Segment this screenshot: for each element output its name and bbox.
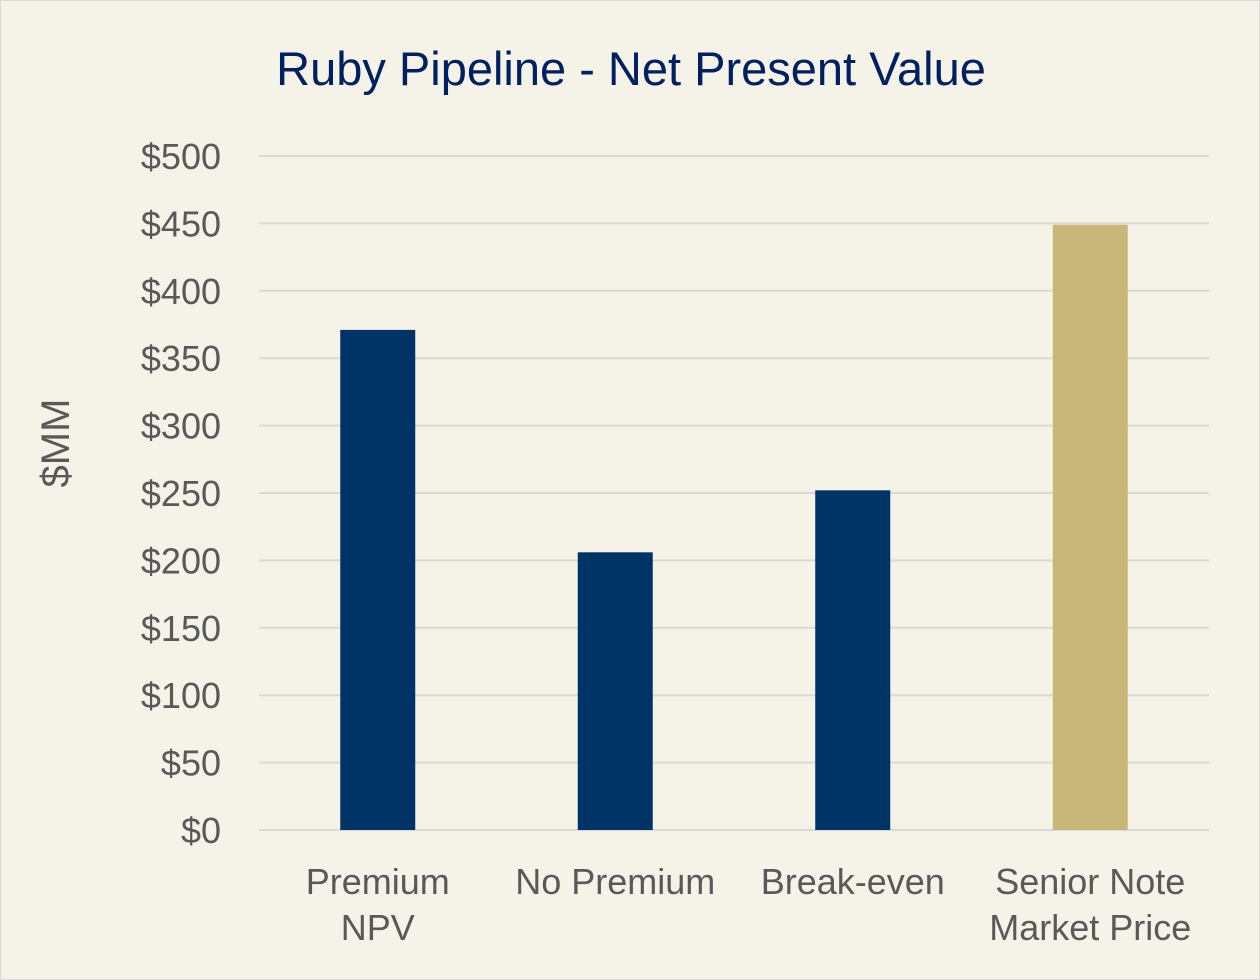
bar [577, 552, 653, 830]
y-tick-label: $400 [141, 271, 221, 312]
bar [340, 329, 416, 830]
x-category-label-line: NPV [341, 907, 415, 948]
y-tick-label: $150 [141, 608, 221, 649]
x-category-label: No Premium [515, 861, 715, 902]
y-tick-label: $450 [141, 203, 221, 244]
y-tick-label: $50 [161, 743, 221, 784]
y-axis-ticks: $0 $50 $100 $150 $200 $250 $300 $350 $400 $450 $50… [141, 136, 221, 851]
y-tick-label: $300 [141, 406, 221, 447]
y-tick-label: $250 [141, 473, 221, 514]
bars [340, 224, 1128, 831]
x-category-label-line: Premium [306, 861, 450, 902]
x-category-label-line: Senior Note [995, 861, 1185, 902]
x-category-label-line: No Premium [515, 861, 715, 902]
bar [815, 490, 891, 830]
x-category-label-line: Break-even [761, 861, 945, 902]
x-category-label: Senior Note Market Price [989, 861, 1191, 948]
x-category-label: Premium NPV [306, 861, 450, 948]
x-category-label: Break-even [761, 861, 945, 902]
chart-title: Ruby Pipeline - Net Present Value [276, 42, 986, 95]
y-axis-label: $MM [34, 399, 78, 488]
gridlines [259, 155, 1209, 831]
y-tick-label: $500 [141, 136, 221, 177]
y-tick-label: $100 [141, 675, 221, 716]
y-tick-label: $0 [181, 810, 221, 851]
y-tick-label: $350 [141, 338, 221, 379]
bar [1052, 224, 1128, 831]
x-axis-categories: Premium NPV No Premium Break-even Senior Not… [306, 861, 1192, 948]
y-tick-label: $200 [141, 540, 221, 581]
x-category-label-line: Market Price [989, 907, 1191, 948]
